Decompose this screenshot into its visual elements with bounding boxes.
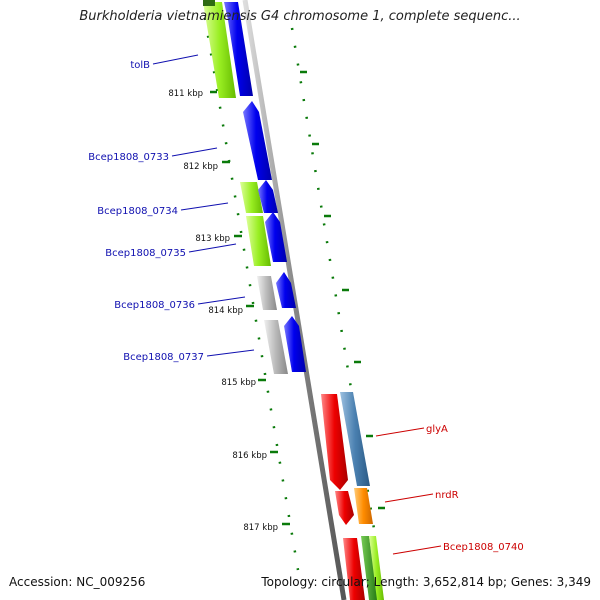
- map-title: Burkholderia vietnamiensis G4 chromosome…: [79, 9, 521, 24]
- gene-arrow-tolB: [224, 2, 253, 96]
- leader-line-nrdR: [384, 493, 434, 503]
- feature-bar-green: [246, 216, 271, 266]
- feature-bar-red: [321, 394, 348, 490]
- tick-labels: 811 kbp 812 kbp 813 kbp 814 kbp 815 kbp …: [168, 89, 278, 533]
- feature-bar-orange: [354, 488, 373, 524]
- feature-bar-green: [369, 536, 384, 600]
- feature-bar-green: [240, 182, 263, 213]
- gene-arrow-Bcep1808_0737: [284, 316, 306, 372]
- feature-bar-gray: [257, 276, 277, 310]
- gene-arrow-Bcep1808_0736: [276, 272, 296, 308]
- tick-label-815: 815 kbp: [221, 378, 256, 388]
- gene-label-Bcep1808_0737[interactable]: Bcep1808_0737: [123, 352, 204, 363]
- feature-bar-red: [343, 538, 365, 600]
- gene-arrow-Bcep1808_0733: [243, 101, 272, 180]
- leader-line-Bcep1808_0737: [206, 349, 255, 357]
- feature-bar-red: [335, 491, 354, 525]
- tick-label-817: 817 kbp: [243, 523, 278, 533]
- chromosome-backbone: [242, 0, 347, 600]
- feature-bar-gray: [264, 320, 288, 374]
- gene-label-tolB[interactable]: tolB: [130, 60, 150, 71]
- feature-bar-darkgreen: [203, 0, 215, 6]
- tick-label-812: 812 kbp: [183, 162, 218, 172]
- label-leader-lines: [152, 54, 442, 555]
- leader-line-Bcep1808_0735: [188, 243, 237, 253]
- leader-line-Bcep1808_0734: [180, 202, 229, 211]
- tick-label-816: 816 kbp: [232, 451, 267, 461]
- feature-bar-steelblue: [340, 392, 370, 486]
- gene-label-nrdR[interactable]: nrdR: [435, 490, 459, 501]
- gene-label-Bcep1808_0734[interactable]: Bcep1808_0734: [97, 206, 178, 217]
- feature-bar-darkgreen: [361, 536, 378, 600]
- major-ticks: [210, 70, 385, 526]
- tick-label-813: 813 kbp: [195, 234, 230, 244]
- gene-label-glyA[interactable]: glyA: [426, 424, 448, 435]
- feature-bar-green: [203, 2, 236, 98]
- leader-line-Bcep1808_0740: [392, 545, 442, 555]
- tick-label-814: 814 kbp: [208, 306, 243, 316]
- leader-line-Bcep1808_0736: [197, 296, 246, 305]
- tick-label-811: 811 kbp: [168, 89, 203, 99]
- leader-line-Bcep1808_0733: [171, 147, 218, 157]
- leader-line-glyA: [375, 427, 425, 437]
- gene-arrow-Bcep1808_0735: [265, 212, 287, 262]
- gene-label-Bcep1808_0735[interactable]: Bcep1808_0735: [105, 248, 186, 259]
- left-strand-features: [203, 0, 288, 374]
- leader-line-tolB: [152, 54, 199, 65]
- topology-text: Topology: circular; Length: 3,652,814 bp…: [261, 575, 591, 589]
- gene-label-Bcep1808_0740[interactable]: Bcep1808_0740: [443, 542, 524, 553]
- right-gene-labels: glyA nrdR Bcep1808_0740: [426, 424, 524, 553]
- gene-arrow-Bcep1808_0734: [258, 180, 278, 213]
- right-side-features: [321, 392, 384, 600]
- gene-label-Bcep1808_0736[interactable]: Bcep1808_0736: [114, 300, 195, 311]
- accession-text: Accession: NC_009256: [9, 575, 146, 589]
- cds-arrows-blue: [224, 2, 306, 372]
- left-gene-labels: tolB Bcep1808_0733 Bcep1808_0734 Bcep180…: [88, 60, 204, 363]
- gene-label-Bcep1808_0733[interactable]: Bcep1808_0733: [88, 152, 169, 163]
